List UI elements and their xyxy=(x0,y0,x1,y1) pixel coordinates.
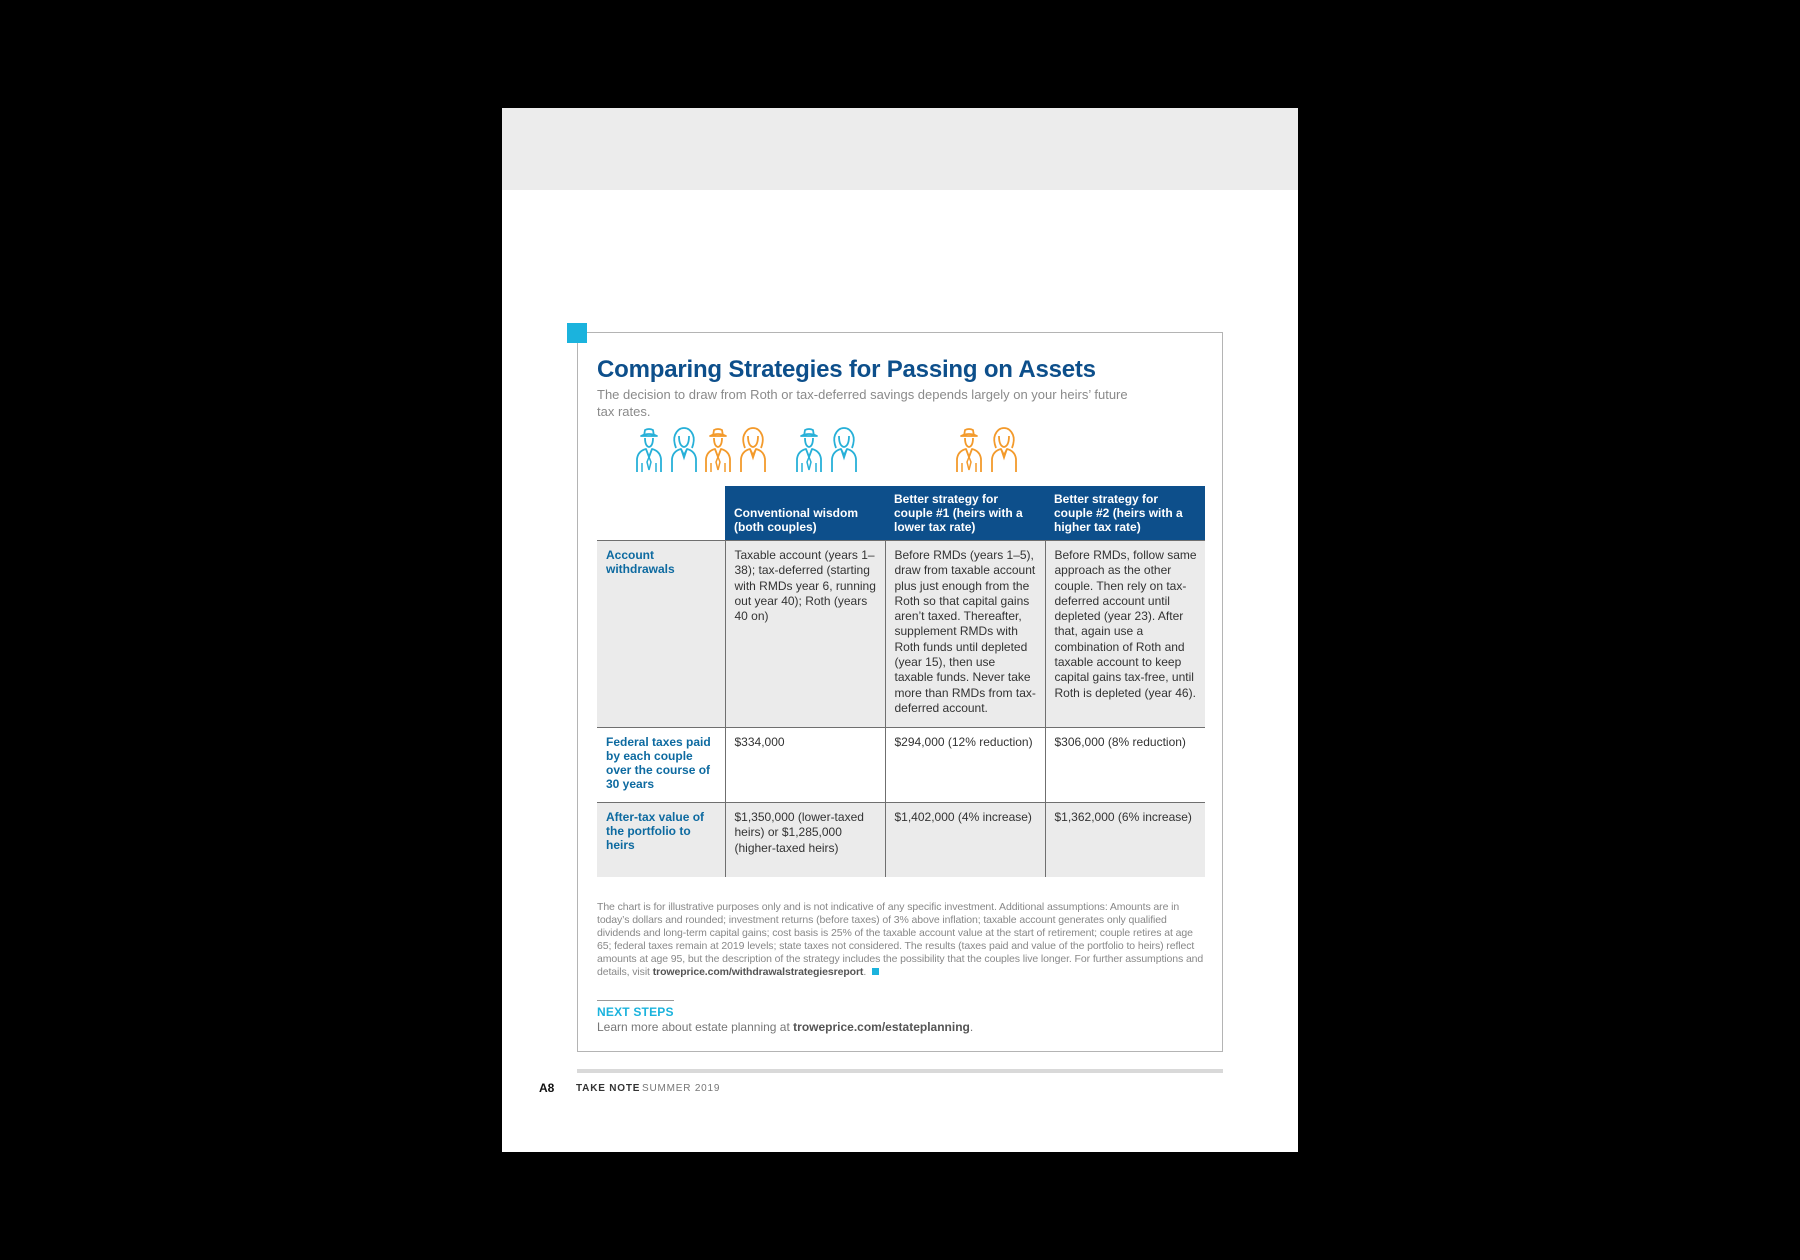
table-row: Account withdrawals Taxable account (yea… xyxy=(597,540,1205,728)
table-cell: $1,362,000 (6% increase) xyxy=(1044,802,1205,877)
table-row: After-tax value of the portfolio to heir… xyxy=(597,802,1205,877)
magazine-page: Comparing Strategies for Passing on Asse… xyxy=(502,108,1298,1152)
row-header-federal-taxes: Federal taxes paid by each couple over t… xyxy=(606,735,711,791)
footnote-period: . xyxy=(863,966,867,978)
couple-icon-orange xyxy=(956,427,1017,473)
couple-icon-blue xyxy=(636,427,697,473)
footnote-text: The chart is for illustrative purposes o… xyxy=(597,901,1204,978)
strategy-comparison-table: Conventional wisdom (both couples) Bette… xyxy=(597,486,1205,877)
table-cell: Before RMDs, follow same approach as the… xyxy=(1044,540,1205,728)
next-steps-title: NEXT STEPS xyxy=(597,1005,674,1019)
table-cell: Taxable account (years 1–38); tax-deferr… xyxy=(724,540,885,728)
column-header-couple-2: Better strategy for couple #2 (heirs wit… xyxy=(1045,486,1205,541)
table-row: Federal taxes paid by each couple over t… xyxy=(597,727,1205,803)
column-header-couple-1: Better strategy for couple #1 (heirs wit… xyxy=(885,486,1045,541)
next-steps-rule xyxy=(597,1000,674,1001)
article-subtitle: The decision to draw from Roth or tax-de… xyxy=(597,387,1128,419)
footer-rule xyxy=(577,1069,1223,1073)
table-cell: $1,402,000 (4% increase) xyxy=(884,802,1045,877)
withdrawal-report-link[interactable]: troweprice.com/withdrawalstrategiesrepor… xyxy=(652,966,864,978)
table-cell: Before RMDs (years 1–5), draw from taxab… xyxy=(884,540,1045,728)
table-corner xyxy=(597,486,725,541)
article-frame xyxy=(577,332,1223,1052)
table-cell: $1,350,000 (lower-taxed heirs) or $1,285… xyxy=(724,802,885,877)
page-header-band xyxy=(502,108,1298,190)
end-mark-square xyxy=(872,968,880,975)
couple-icon-blue xyxy=(796,427,857,473)
next-steps-period: . xyxy=(969,1020,974,1034)
publication-name: TAKE NOTE xyxy=(576,1083,641,1094)
article-title: Comparing Strategies for Passing on Asse… xyxy=(597,356,1096,383)
page-number: A8 xyxy=(539,1081,555,1095)
couple-icon-orange xyxy=(705,427,766,473)
corner-square-marker xyxy=(567,323,587,343)
issue-date: SUMMER 2019 xyxy=(642,1083,721,1094)
row-header-withdrawals: Account withdrawals xyxy=(597,540,725,728)
table-cell: $334,000 xyxy=(724,727,885,803)
next-steps-sentence: Learn more about estate planning at xyxy=(597,1020,790,1034)
column-header-conventional: Conventional wisdom (both couples) xyxy=(725,486,885,541)
chart-footnote: The chart is for illustrative purposes o… xyxy=(597,901,1207,979)
next-steps-text: Learn more about estate planning at trow… xyxy=(597,1020,973,1034)
couples-illustration xyxy=(597,426,1205,474)
row-header-after-tax-value: After-tax value of the portfolio to heir… xyxy=(597,802,725,877)
estate-planning-link[interactable]: troweprice.com/estateplanning xyxy=(793,1020,970,1034)
table-cell: $294,000 (12% reduction) xyxy=(884,727,1045,803)
table-cell: $306,000 (8% reduction) xyxy=(1044,727,1205,803)
